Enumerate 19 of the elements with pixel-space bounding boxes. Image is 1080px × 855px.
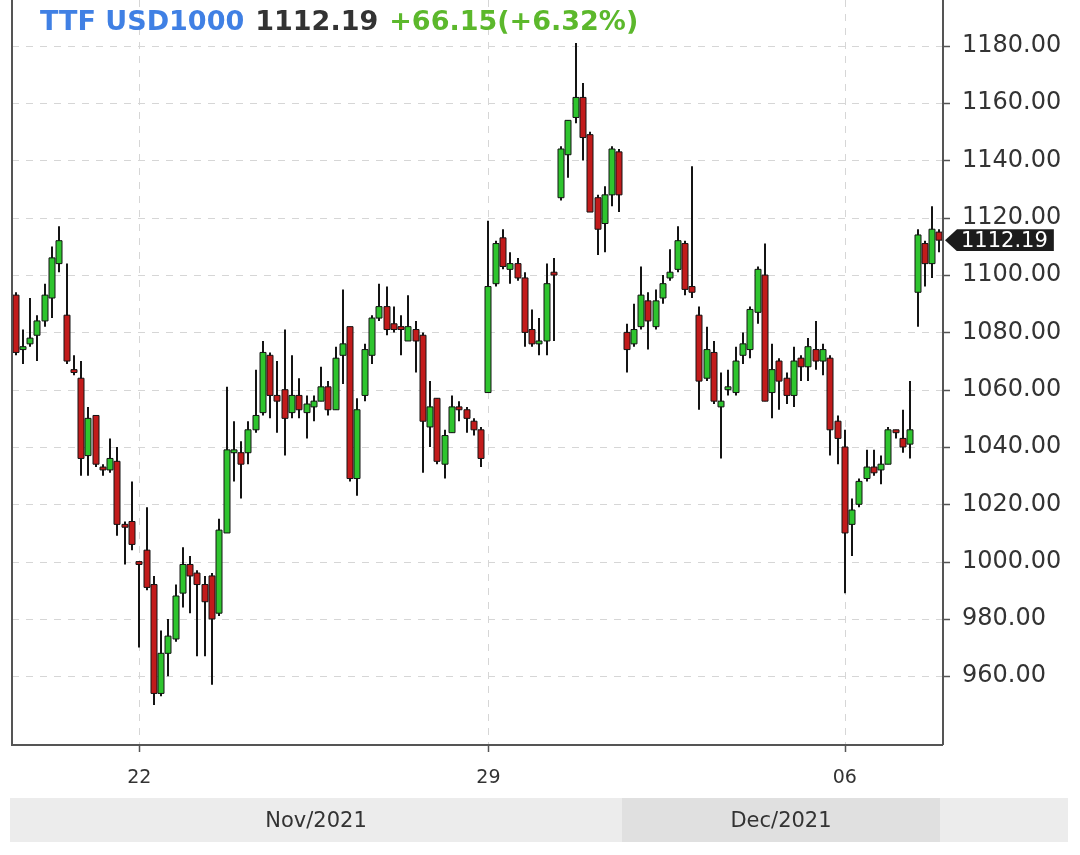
y-tick-label: 1160.00 bbox=[962, 87, 1062, 116]
y-tick-label: 1120.00 bbox=[962, 202, 1062, 230]
y-tick-label: 980.00 bbox=[962, 603, 1046, 632]
chart-subtitle: 1112.19 +66.15(+6.32%) bbox=[255, 5, 639, 36]
y-tick-label: 1020.00 bbox=[962, 488, 1062, 517]
y-tick-label: 1140.00 bbox=[962, 144, 1062, 173]
y-tick-label: 1100.00 bbox=[962, 259, 1062, 288]
y-tick-label: 1080.00 bbox=[962, 316, 1062, 345]
y-tick-label: 1000.00 bbox=[962, 545, 1062, 574]
x-tick-label: 29 bbox=[476, 765, 501, 788]
chart-title: TTF USD1000 bbox=[40, 5, 245, 36]
y-tick-label: 1180.00 bbox=[962, 30, 1062, 59]
x-tick-label: 06 bbox=[832, 765, 857, 788]
y-tick-label: 960.00 bbox=[962, 660, 1046, 689]
price-tag: 1112.19 bbox=[945, 229, 1054, 252]
y-tick-label: 1060.00 bbox=[962, 373, 1062, 402]
month-strip: Nov/2021 Dec/2021 bbox=[10, 798, 1068, 842]
x-tick-label: 22 bbox=[127, 765, 152, 788]
y-tick-label: 1040.00 bbox=[962, 431, 1062, 460]
